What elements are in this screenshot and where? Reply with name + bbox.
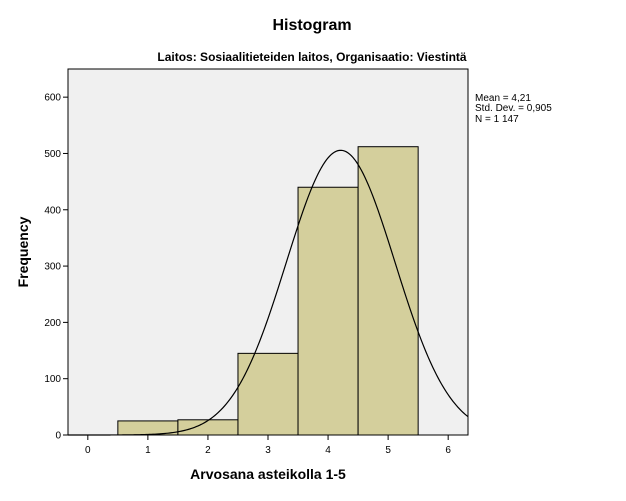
y-tick-label: 500 [44,149,61,160]
x-tick-label: 5 [385,445,391,456]
y-axis: 0 100 200 300 400 500 600 [44,93,68,442]
x-tick-label: 4 [325,445,331,456]
histogram-bar [357,146,419,436]
x-tick-label: 3 [265,445,271,456]
chart-subtitle: Laitos: Sosiaalitieteiden laitos, Organi… [157,50,467,64]
y-axis-label: Frequency [15,216,31,287]
y-tick-label: 100 [44,374,61,385]
y-tick-label: 600 [44,93,61,104]
chart-title: Histogram [272,17,351,34]
x-tick-label: 1 [145,445,151,456]
stat-mean: Mean = 4,21 [475,93,531,104]
x-tick-label: 2 [205,445,211,456]
y-tick-label: 0 [55,431,61,442]
histogram-bar [237,352,299,436]
x-axis: 0 1 2 3 4 5 6 [85,435,451,456]
stat-n: N = 1 147 [475,114,519,125]
stats-box: Mean = 4,21 Std. Dev. = 0,905 N = 1 147 [475,93,552,125]
stat-std-dev: Std. Dev. = 0,905 [475,103,552,114]
x-axis-label: Arvosana asteikolla 1-5 [190,466,346,482]
histogram-bar [297,186,359,436]
x-tick-label: 6 [445,445,451,456]
histogram-bar [177,419,239,436]
histogram-bars [117,146,419,436]
y-tick-label: 400 [44,205,61,216]
normal-curve [68,149,469,436]
y-tick-label: 200 [44,318,61,329]
y-tick-label: 300 [44,262,61,273]
x-tick-label: 0 [85,445,91,456]
